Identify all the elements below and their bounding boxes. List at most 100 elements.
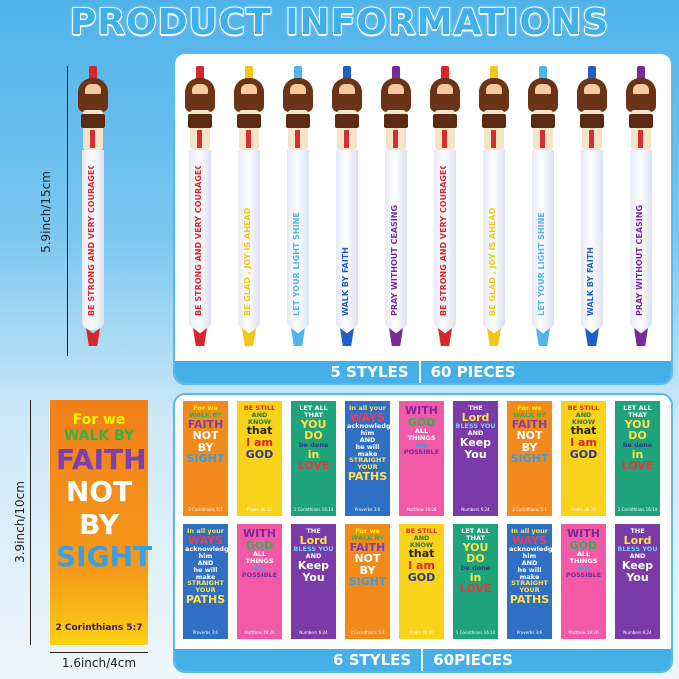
bookmark-text: AND bbox=[521, 558, 538, 567]
bookmark: For we WALK BY FAITH NOT BY SIGHT 2 Corinthian… bbox=[507, 401, 552, 516]
bookmark-text: ALL bbox=[252, 550, 267, 559]
bookmark-text: that bbox=[246, 424, 273, 438]
bookmark-text: AND KNOW bbox=[247, 410, 272, 426]
bible-icon bbox=[286, 114, 310, 128]
bookmark-text: WAYS bbox=[188, 533, 223, 547]
jesus-figure-beard bbox=[388, 94, 404, 104]
bookmark-text: THINGS bbox=[407, 433, 436, 442]
pen-tip bbox=[487, 328, 501, 346]
bookmark-sample: For we WALK BY FAITH NOT BY SIGHT 2 Corinthian… bbox=[50, 400, 152, 645]
pen-length-label: 5.9inch/15cm bbox=[39, 171, 53, 253]
bookmark-text: BY bbox=[359, 563, 376, 577]
bookmark-text: FAITH bbox=[349, 540, 386, 554]
bible-icon bbox=[335, 114, 359, 128]
bookmark-text: POSSIBLE bbox=[241, 570, 278, 579]
bookmark-text: SIGHT bbox=[186, 452, 225, 466]
bookmark-text: THAT bbox=[628, 410, 647, 419]
bookmark-text: BE STILL bbox=[243, 404, 276, 412]
bookmark-verse-reference: Numbers 6:24 bbox=[461, 506, 490, 512]
bookmark: LET ALL THAT YOU DO be done in LOVE 1 Corinthi… bbox=[291, 401, 336, 516]
jesus-figure-beard bbox=[241, 94, 257, 104]
pen-barrel bbox=[532, 150, 554, 330]
bookmark-text: WITH bbox=[405, 404, 438, 417]
bookmark-text: GOD bbox=[569, 447, 598, 461]
bookmark-text: FAITH bbox=[511, 417, 548, 431]
pen-tip bbox=[291, 328, 305, 346]
bookmark: BE STILL AND KNOW that I am GOD Psalm 46:10 bbox=[399, 524, 444, 639]
bookmark-text: POSSIBLE bbox=[403, 447, 440, 456]
bookmark-text: Keep bbox=[297, 558, 330, 572]
bookmark-text: LOVE bbox=[459, 582, 492, 596]
pen-text: BE GLAD , JOY IS AHEAD bbox=[243, 207, 252, 316]
bookmark-text: WALK BY bbox=[513, 410, 546, 419]
bookmark-text: You bbox=[464, 447, 487, 461]
pen-clip bbox=[343, 66, 351, 82]
bookmark-text: BY bbox=[197, 440, 214, 454]
jesus-figure-beard bbox=[290, 94, 306, 104]
bookmark-text: he will make bbox=[355, 442, 380, 458]
bible-icon bbox=[81, 114, 105, 128]
bookmark-text: YOU DO bbox=[462, 540, 489, 566]
bookmark-text: In all your bbox=[511, 527, 548, 535]
pens-footer: 5 STYLES 60 PIECES bbox=[175, 361, 671, 383]
bookmark: LET ALL THAT YOU DO be done in LOVE 1 Corinthi… bbox=[615, 401, 660, 516]
pen-text: PRAY WITHOUT CEASING bbox=[635, 204, 644, 316]
pen: BE STRONG AND VERY COURAGEOUS bbox=[428, 66, 462, 358]
bookmark-text: AND bbox=[359, 435, 376, 444]
jesus-figure-beard bbox=[633, 94, 649, 104]
bookmark-pieces-count: 60PIECES bbox=[433, 651, 513, 669]
pen: BE STRONG AND VERY COURAGEOUS bbox=[76, 66, 110, 358]
bible-icon bbox=[580, 114, 604, 128]
pen-barrel bbox=[385, 150, 407, 330]
bookmark-text: in bbox=[469, 570, 482, 584]
pens-panel: BE STRONG AND VERY COURAGEOUS BE GLAD , J… bbox=[173, 52, 673, 385]
jesus-figure-beard bbox=[584, 94, 600, 104]
bookmark-verse-reference: 2 Corinthians 5:7 bbox=[55, 623, 143, 633]
bookmark-text: BLESS YOU bbox=[293, 545, 334, 554]
bookmark-width-label: 1.6inch/4cm bbox=[61, 656, 137, 670]
pen-barrel bbox=[238, 150, 260, 330]
bookmark-verse-reference: Psalm 46:10 bbox=[247, 506, 272, 512]
bookmark-text: be done bbox=[622, 440, 653, 449]
pen-clip bbox=[245, 66, 253, 82]
bookmark-text: WALK BY bbox=[63, 428, 135, 445]
pen-tip bbox=[536, 328, 550, 346]
pen-barrel bbox=[189, 150, 211, 330]
bookmark: BE STILL AND KNOW that I am GOD Psalm 46:10 bbox=[561, 401, 606, 516]
bookmark-text: are bbox=[415, 440, 428, 449]
pen-text: WALK BY FAITH bbox=[341, 247, 350, 316]
pen-clip bbox=[89, 66, 97, 82]
pen-text: LET YOUR LIGHT SHINE bbox=[292, 212, 301, 316]
bookmark-text: For we bbox=[355, 527, 380, 535]
pen: WALK BY FAITH bbox=[575, 66, 609, 358]
pen-clip bbox=[196, 66, 204, 82]
bookmark-text: ALL bbox=[576, 550, 591, 559]
bookmark-text: POSSIBLE bbox=[565, 570, 602, 579]
pen: WALK BY FAITH bbox=[330, 66, 364, 358]
bookmark-text: LET ALL bbox=[623, 404, 652, 412]
bookmark-text: are bbox=[253, 563, 266, 572]
jesus-figure-beard bbox=[85, 94, 101, 104]
bookmark-verse-reference: Proverbs 3:6 bbox=[354, 506, 381, 512]
pen-length-arrow bbox=[67, 66, 68, 356]
bookmark-text: BE STILL bbox=[405, 527, 438, 535]
bookmark-verse-reference: 2 Corinthians 5:7 bbox=[512, 506, 547, 512]
pen-tip bbox=[193, 328, 207, 346]
bookmark-text: THINGS bbox=[569, 556, 598, 565]
pen-tip bbox=[438, 328, 452, 346]
bible-icon bbox=[433, 114, 457, 128]
pen-tip bbox=[340, 328, 354, 346]
bible-icon bbox=[482, 114, 506, 128]
bookmark-text: SIGHT bbox=[510, 452, 549, 466]
bookmark: THE Lord BLESS YOU AND Keep You Numbers 6:24 bbox=[291, 524, 336, 639]
bookmark-height-arrow bbox=[30, 400, 31, 645]
jesus-figure-beard bbox=[437, 94, 453, 104]
bookmark-text: GOD bbox=[407, 415, 436, 429]
bookmark-text: THE bbox=[468, 404, 483, 412]
bookmark-text: FAITH bbox=[56, 443, 147, 477]
bookmark-text: in bbox=[631, 447, 644, 461]
bookmark-text: AND KNOW bbox=[409, 533, 434, 549]
bookmark-verse-reference: 1 Corinthians 16:14 bbox=[293, 506, 334, 512]
